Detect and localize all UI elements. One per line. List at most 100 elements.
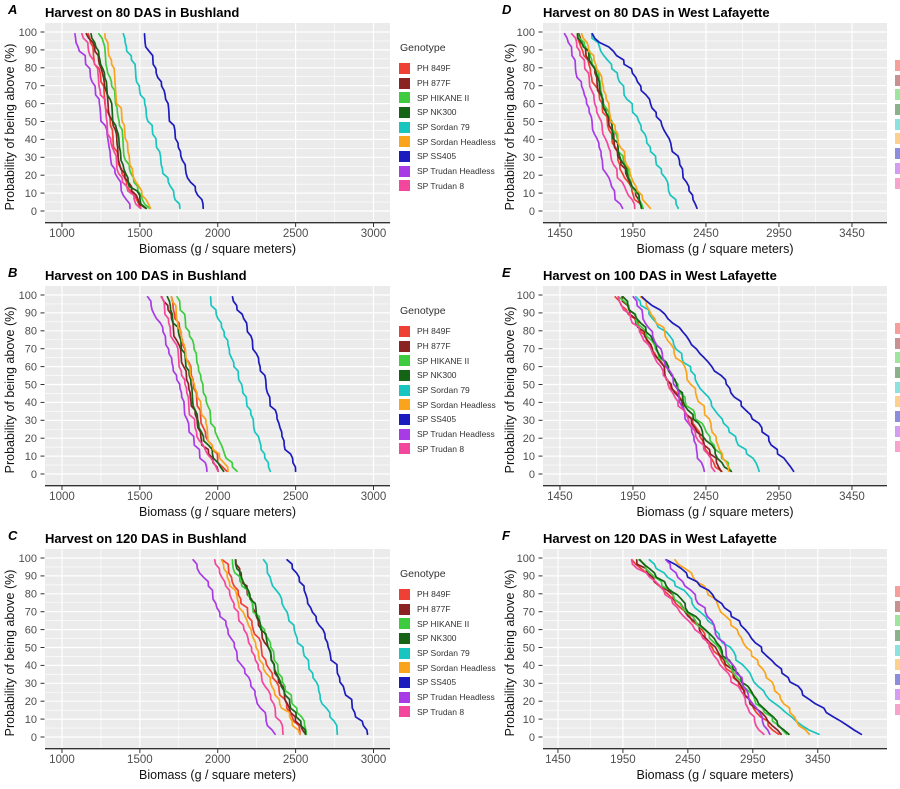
y-tick-label: 80 xyxy=(523,589,535,601)
panel-D: D Harvest on 80 DAS in West Lafayette 1450… xyxy=(502,2,887,256)
legend-swatch xyxy=(399,618,410,630)
legend-label: PH 877F xyxy=(417,341,451,352)
legend-swatch xyxy=(399,647,410,659)
legend-swatch xyxy=(399,77,410,89)
legend-swatch xyxy=(399,325,410,337)
legend-swatch xyxy=(399,106,410,118)
figure-row-3: C Harvest on 120 DAS in Bushland 1000 1500 2… xyxy=(0,526,900,789)
legend-swatch xyxy=(399,676,410,688)
y-tick-label: 90 xyxy=(523,571,535,583)
legend-item: SP Trudan 8 xyxy=(399,705,515,720)
y-tick-label: 60 xyxy=(523,98,535,110)
y-axis-title: Probability of being above (%) xyxy=(503,44,517,211)
y-tick-label: 0 xyxy=(529,469,535,481)
series-line-sp-trudan-headless xyxy=(664,558,771,736)
legend-item: SP Trudan Headless xyxy=(399,690,515,705)
legend-swatch xyxy=(399,632,410,644)
series-line-sp-ss405 xyxy=(591,32,698,210)
y-tick-label: 20 xyxy=(25,696,37,708)
series-line-sp-sordan-headless xyxy=(580,32,652,210)
legend-item: SP Sordan Headless xyxy=(399,660,515,675)
series-line-sp-nk300 xyxy=(639,558,790,736)
y-tick-label: 40 xyxy=(25,397,37,409)
legend-swatch xyxy=(399,706,410,718)
legend-cut-swatch xyxy=(895,688,900,700)
legend-label: SP NK300 xyxy=(417,107,457,118)
panel-E: E Harvest on 100 DAS in West Lafayette 145… xyxy=(502,265,887,519)
legend-label: SP Trudan 8 xyxy=(417,706,465,717)
legend-label: SP Trudan Headless xyxy=(417,429,495,440)
legend-cut-swatch xyxy=(895,644,900,656)
legend-item: SP Trudan Headless xyxy=(399,427,515,442)
y-tick-label: 10 xyxy=(25,451,37,463)
y-tick-label: 60 xyxy=(25,361,37,373)
y-tick-label: 10 xyxy=(523,451,535,463)
panel-title: Harvest on 80 DAS in West Lafayette xyxy=(543,5,770,20)
legend-swatch xyxy=(399,662,410,674)
series-line-sp-trudan-headless xyxy=(632,295,706,473)
series-line-ph-877f xyxy=(635,558,782,736)
y-tick-label: 100 xyxy=(517,290,535,302)
x-tick-label: 2950 xyxy=(740,754,766,766)
y-tick-label: 80 xyxy=(25,326,37,338)
genotype-legend: Genotype PH 849F PH 877F SP HIKANE II SP NK… xyxy=(399,568,515,719)
legend-label: SP Trudan 8 xyxy=(417,443,465,454)
legend-swatch xyxy=(399,588,410,600)
panel-letter: B xyxy=(8,265,17,280)
series-line-sp-trudan-headless xyxy=(74,32,131,210)
y-tick-label: 80 xyxy=(25,63,37,75)
legend-cut-swatch xyxy=(895,89,900,101)
y-tick-label: 40 xyxy=(25,134,37,146)
legend-cut-swatch xyxy=(895,323,900,334)
legend-swatch xyxy=(399,369,410,381)
legend-cut-swatch xyxy=(895,104,900,116)
legend-label: SP HIKANE II xyxy=(417,618,470,629)
legend-cut-swatch xyxy=(895,118,900,130)
legend-cut-swatch xyxy=(895,703,900,715)
x-tick-label: 1500 xyxy=(127,491,153,503)
legend-cut-swatch xyxy=(895,674,900,686)
legend-label: SP Trudan Headless xyxy=(417,166,495,177)
legend-item: SP Trudan 8 xyxy=(399,442,515,457)
legend-cut-swatch xyxy=(895,74,900,86)
y-tick-label: 80 xyxy=(523,326,535,338)
legend-swatch xyxy=(399,180,410,192)
series-line-sp-sordan-headless xyxy=(104,32,152,210)
y-tick-label: 30 xyxy=(523,152,535,164)
legend-label: SP SS405 xyxy=(417,151,457,162)
legend-label: SP HIKANE II xyxy=(417,92,470,103)
y-tick-label: 50 xyxy=(523,116,535,128)
series-line-sp-nk300 xyxy=(166,295,225,473)
y-tick-label: 40 xyxy=(523,660,535,672)
legend-item: SP NK300 xyxy=(399,105,515,120)
y-axis-title: Probability of being above (%) xyxy=(3,44,17,211)
y-tick-label: 0 xyxy=(31,469,37,481)
x-tick-label: 2500 xyxy=(283,491,309,503)
series-line-ph-849f xyxy=(576,32,643,210)
legend-item: SP Sordan Headless xyxy=(399,397,515,412)
y-tick-label: 90 xyxy=(523,308,535,320)
legend-cut-swatch xyxy=(895,630,900,642)
genotype-legend: Genotype PH 849F PH 877F SP HIKANE II SP NK… xyxy=(399,42,515,193)
series-line-sp-trudan-8 xyxy=(160,295,219,473)
x-tick-label: 1950 xyxy=(610,754,636,766)
y-tick-label: 70 xyxy=(25,81,37,93)
y-tick-label: 70 xyxy=(25,607,37,619)
legend-swatch xyxy=(399,355,410,367)
legend-cut-swatch xyxy=(895,367,900,379)
y-tick-label: 90 xyxy=(25,308,37,320)
legend-item: PH 849F xyxy=(399,587,515,602)
y-tick-label: 90 xyxy=(25,571,37,583)
legend-cut-swatch xyxy=(895,411,900,423)
legend-swatch xyxy=(399,691,410,703)
legend-cut-swatch xyxy=(895,133,900,145)
plot-area xyxy=(543,23,887,222)
legend-item: SP NK300 xyxy=(399,631,515,646)
legend-label: PH 849F xyxy=(417,589,451,600)
legend-swatch xyxy=(399,340,410,352)
series-line-sp-sordan-79 xyxy=(634,295,760,473)
series-line-sp-trudan-headless xyxy=(146,295,208,473)
y-tick-label: 40 xyxy=(25,660,37,672)
legend-cut-swatch xyxy=(895,177,900,189)
